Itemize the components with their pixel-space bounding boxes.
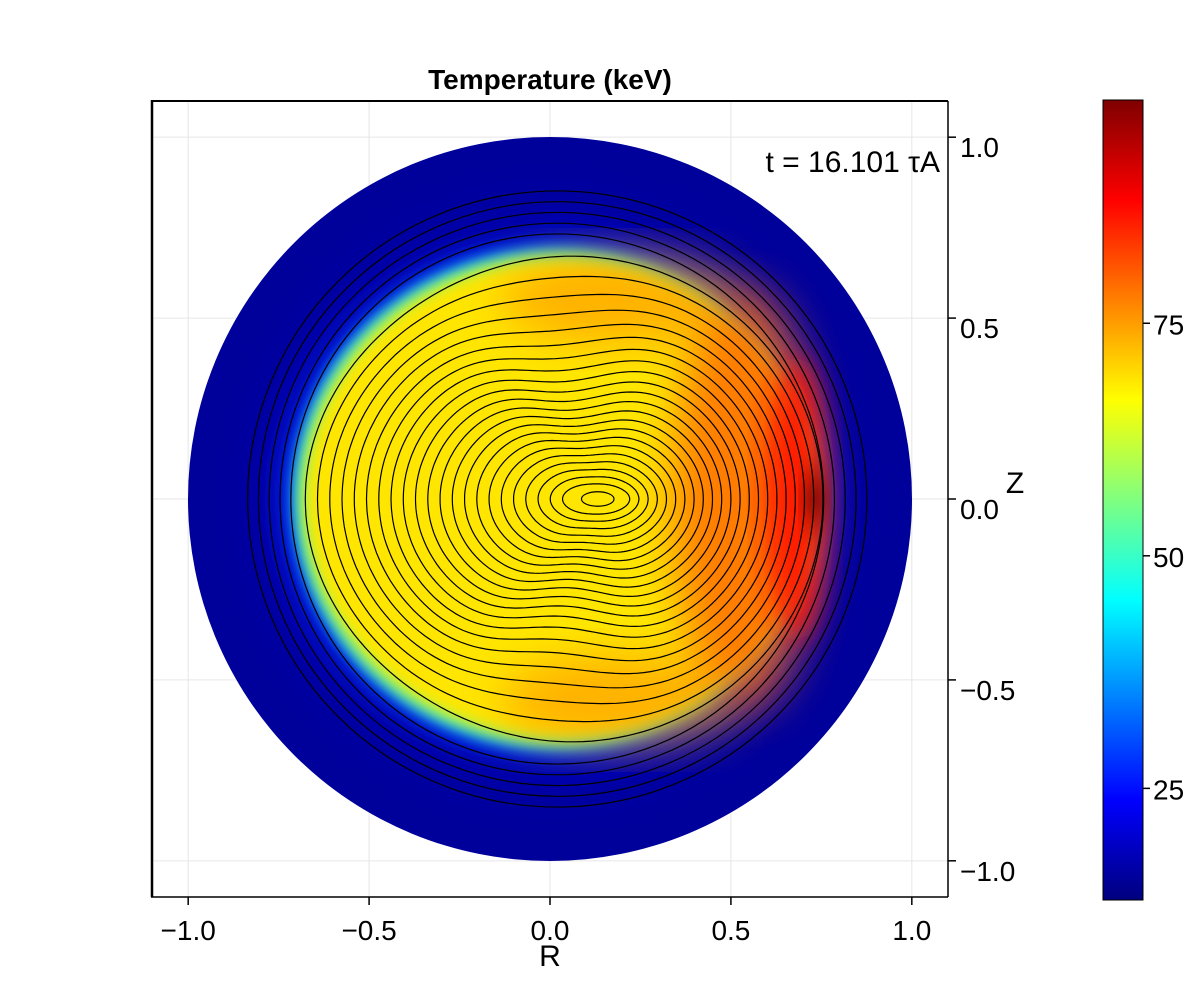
contour-outer [290,233,825,765]
contour-core [402,370,750,628]
heatmap-field [188,137,912,861]
core-plateau [304,260,808,738]
colorbar-tick-label: 50 [1153,542,1184,573]
colorbar-tick-label: 75 [1153,309,1184,340]
y-tick-label: 1.0 [960,132,999,163]
x-axis-ticks: −1.0 −0.5 0.0 0.5 1.0 [161,897,931,946]
y-tick-label: −1.0 [960,856,1015,887]
x-axis-label: R [539,940,561,973]
contour-core [329,293,806,705]
y-axis-label: Z [1006,467,1024,500]
contour-core [304,255,824,743]
contour-core [365,336,778,662]
y-tick-label: 0.5 [960,313,999,344]
contour-core [464,419,704,579]
contour-o-point [580,491,615,507]
colorbar-tick-label: 25 [1153,774,1184,805]
contour-core [439,400,723,598]
contour-core [513,453,668,545]
x-tick-label: −1.0 [161,915,216,946]
y-axis-ticks: 1.0 0.5 0.0 −0.5 −1.0 [948,132,1015,887]
x-tick-label: 1.0 [892,915,931,946]
contour-core [537,468,649,530]
chart-title: Temperature (keV) [428,64,672,95]
contour-core [525,461,658,537]
contour-outer [247,190,868,808]
contour-core [488,436,686,562]
colorbar-gradient [1102,99,1144,901]
x-tick-label: −0.5 [341,915,396,946]
colorbar: 25 50 75 [1102,99,1184,901]
x-tick-label: 0.0 [531,915,570,946]
contour-core [549,476,640,522]
contour-core [500,445,677,553]
contour-core [341,309,796,689]
contour-core [390,360,760,638]
x-tick-label: 0.5 [711,915,750,946]
colorbar-ticks: 25 50 75 [1143,309,1184,805]
y-tick-label: 0.0 [960,494,999,525]
contour-core [378,348,769,650]
plot-area: −1.0 −0.5 0.0 0.5 1.0 1.0 0.5 0.0 −0.5 −1.0 [150,100,1015,946]
contour-core [562,483,631,515]
y-tick-label: −0.5 [960,675,1015,706]
contour-outer [257,201,857,797]
contour-core [353,323,787,675]
crescent-peak [803,451,827,547]
contour-core [476,428,695,570]
contour-core [414,381,741,617]
time-annotation: t = 16.101 τA [766,146,940,179]
contour-core [427,391,732,607]
flux-surface-contours [247,190,868,808]
contour-core [451,410,714,588]
contour-core [316,275,815,723]
orange-lobe-bottom [500,655,740,745]
contour-outer [279,222,836,776]
contour-outer [268,211,846,787]
